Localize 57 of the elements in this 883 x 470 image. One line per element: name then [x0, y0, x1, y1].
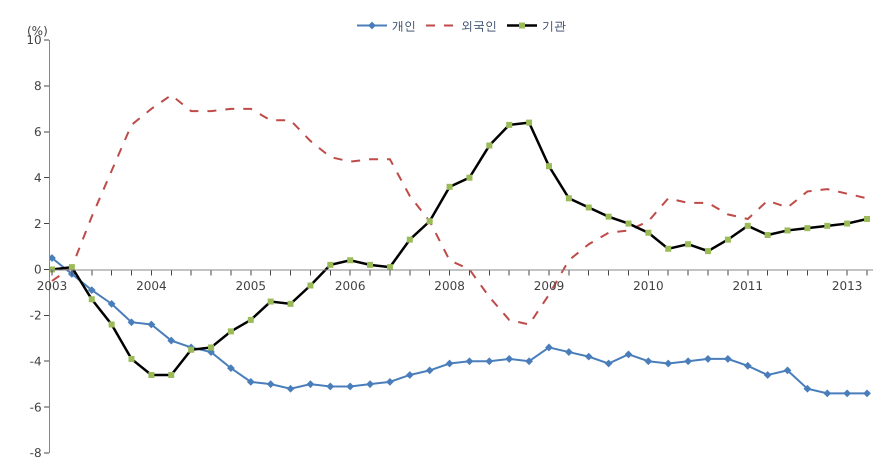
point [88, 286, 96, 294]
y-tick-label: 2 [34, 216, 42, 231]
x-tick-label: 2008 [434, 278, 465, 293]
y-tick-label: -2 [30, 308, 42, 323]
point [823, 389, 832, 398]
y-tick-label: -4 [30, 354, 42, 368]
point [108, 300, 116, 308]
point [584, 352, 593, 361]
x-tick-label: 2004 [136, 278, 167, 293]
point [227, 364, 235, 372]
point [764, 371, 772, 379]
point [784, 366, 792, 374]
point [167, 336, 176, 344]
point [246, 378, 255, 386]
x-tick-label: 2013 [832, 278, 862, 293]
point [406, 371, 414, 379]
y-tick-label: 4 [34, 170, 42, 185]
x-tick-label: 2010 [633, 278, 664, 293]
point [744, 362, 752, 370]
point [644, 357, 652, 366]
x-tick-label: 2011 [732, 278, 764, 293]
y-tick-label: -6 [30, 400, 42, 414]
x-tick-label: 2006 [334, 278, 366, 293]
legend-label: 개인 [392, 19, 416, 34]
point [664, 360, 672, 368]
point [624, 350, 632, 358]
y-tick-label: -8 [30, 446, 42, 460]
point [804, 384, 812, 393]
point [306, 380, 314, 388]
point [684, 357, 692, 366]
point [525, 357, 533, 366]
point [128, 318, 136, 326]
y-tick-label: 8 [34, 79, 42, 94]
point [863, 389, 871, 398]
point [266, 380, 275, 388]
point [564, 348, 573, 356]
point [147, 320, 156, 328]
point [286, 384, 294, 393]
point [485, 357, 494, 366]
y-tick-label: 0 [34, 262, 42, 277]
point [446, 360, 454, 368]
y-tick-label: 6 [34, 124, 42, 139]
point [545, 344, 553, 352]
legend-label: 기관 [542, 19, 566, 34]
point [724, 355, 732, 363]
legend-label: 외국인 [461, 19, 497, 34]
point [346, 382, 354, 390]
point [326, 382, 334, 390]
point [386, 378, 394, 386]
point [426, 366, 434, 374]
point [366, 380, 374, 388]
x-tick-label: 2005 [236, 278, 266, 293]
point [505, 355, 514, 363]
point [704, 355, 712, 363]
point [843, 389, 852, 398]
point [466, 357, 474, 366]
point [604, 360, 613, 368]
